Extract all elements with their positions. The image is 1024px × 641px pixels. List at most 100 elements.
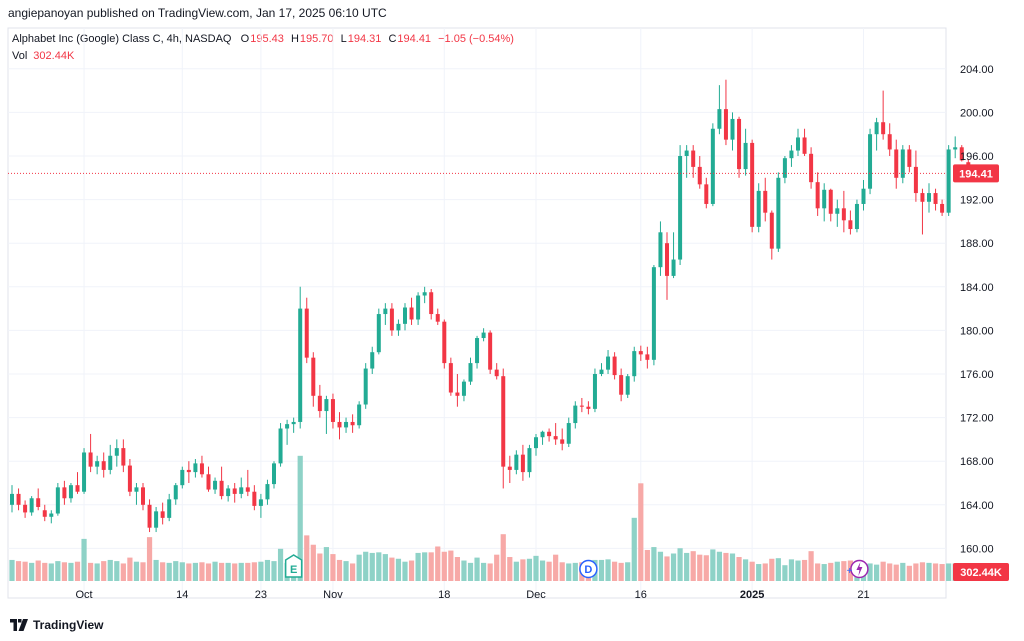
volume-value: 302.44K <box>33 50 75 62</box>
candle-body <box>75 485 80 492</box>
candle-body <box>219 480 224 497</box>
volume-bar <box>932 563 939 581</box>
earnings-marker-label: E <box>290 564 297 576</box>
tradingview-footer: TradingView <box>10 618 103 632</box>
candle-body <box>796 137 800 151</box>
candle-body <box>95 461 100 467</box>
candle-body <box>913 166 918 194</box>
candle-body <box>841 208 846 221</box>
lightning-icon <box>856 562 863 576</box>
candle-body <box>147 504 152 528</box>
candle-body <box>154 511 159 528</box>
candle-body <box>265 484 270 500</box>
volume-bar <box>68 562 74 581</box>
earnings-marker-icon <box>284 554 303 578</box>
volume-bar <box>926 562 932 581</box>
candle-body <box>344 421 349 428</box>
volume-bar <box>769 558 775 581</box>
volume-bar <box>454 557 460 581</box>
candle-body <box>848 220 853 230</box>
volume-bar <box>225 562 231 581</box>
candle-body <box>763 190 768 213</box>
candle-body <box>606 356 611 370</box>
candle-body <box>789 150 794 159</box>
candle-body <box>141 487 145 505</box>
publish-info: angiepanoyan published on TradingView.co… <box>8 6 387 20</box>
volume-bar <box>893 564 899 581</box>
volume-bar <box>684 552 690 581</box>
time-tick-label: 2025 <box>740 589 764 601</box>
candle-body <box>953 147 958 150</box>
time-axis[interactable]: Oct 14 23 Nov 18 Dec 16 2025 21 <box>75 589 869 601</box>
symbol-name[interactable]: Alphabet Inc (Google) Class C, 4h, NASDA… <box>12 33 232 45</box>
candle-body <box>383 308 388 315</box>
candle-body <box>422 292 427 296</box>
volume-bar <box>245 562 251 581</box>
candle-body <box>723 109 728 140</box>
candle-body <box>160 511 165 518</box>
volume-bar <box>546 561 552 581</box>
volume-bar <box>729 553 736 581</box>
price-tick-label: 184.00 <box>960 282 994 294</box>
volume-bar <box>408 560 415 581</box>
volume-bar <box>133 561 140 581</box>
candle-body <box>304 308 309 358</box>
candle-body <box>16 493 21 505</box>
candle-body <box>442 321 447 364</box>
volume-bar <box>756 564 762 581</box>
volume-bar <box>330 554 336 581</box>
volume-bar <box>625 562 631 581</box>
volume-bar <box>264 559 271 581</box>
volume-bar <box>238 562 244 581</box>
tradingview-logo-icon <box>10 619 28 631</box>
candle-body <box>782 158 787 178</box>
volume-bar <box>828 562 834 581</box>
candle-body <box>311 357 316 396</box>
volume-bar <box>494 554 500 581</box>
candle-body <box>455 392 460 396</box>
volume-bar <box>310 544 316 581</box>
candle-body <box>881 122 886 135</box>
candle-body <box>101 461 106 470</box>
candle-body <box>121 448 126 466</box>
candle-body <box>887 134 892 150</box>
volume-bar <box>946 563 952 581</box>
candle-body <box>815 182 820 209</box>
volume-bar <box>101 561 107 581</box>
price-axis[interactable]: 204.00 200.00 196.00 192.00 188.00 184.00 180.… <box>960 64 994 556</box>
volume-bar <box>539 560 546 581</box>
candle-body <box>507 466 512 470</box>
volume-bar <box>815 563 821 581</box>
candle-body <box>501 376 506 467</box>
volume-bar <box>906 565 912 581</box>
candle-body <box>252 491 257 506</box>
candle-body <box>357 404 362 426</box>
volume-bar <box>913 563 919 581</box>
candle-body <box>959 147 964 161</box>
candle-body <box>173 485 178 500</box>
volume-bar <box>723 552 729 581</box>
volume-bar <box>808 551 814 581</box>
candle-body <box>350 421 355 426</box>
candle-body <box>612 356 617 376</box>
event-marker-label: + <box>846 566 852 577</box>
candle-body <box>514 454 519 470</box>
time-tick-label: Dec <box>526 589 546 601</box>
volume-bar <box>350 563 356 581</box>
candle-body <box>42 510 47 517</box>
candle-body <box>62 487 67 499</box>
candle-body <box>298 308 303 422</box>
price-tick-label: 192.00 <box>960 195 994 207</box>
candle-body <box>278 428 283 464</box>
candle-body <box>619 375 624 395</box>
candle-body <box>547 431 552 437</box>
volume-bar <box>15 561 22 581</box>
candle-body <box>927 193 931 202</box>
last-volume-badge-text: 302.44K <box>960 567 1002 579</box>
candle-body <box>285 424 290 429</box>
volume-bar <box>919 562 926 581</box>
candle-body <box>461 381 466 396</box>
volume-bar <box>212 561 218 581</box>
candle-body <box>127 465 132 492</box>
